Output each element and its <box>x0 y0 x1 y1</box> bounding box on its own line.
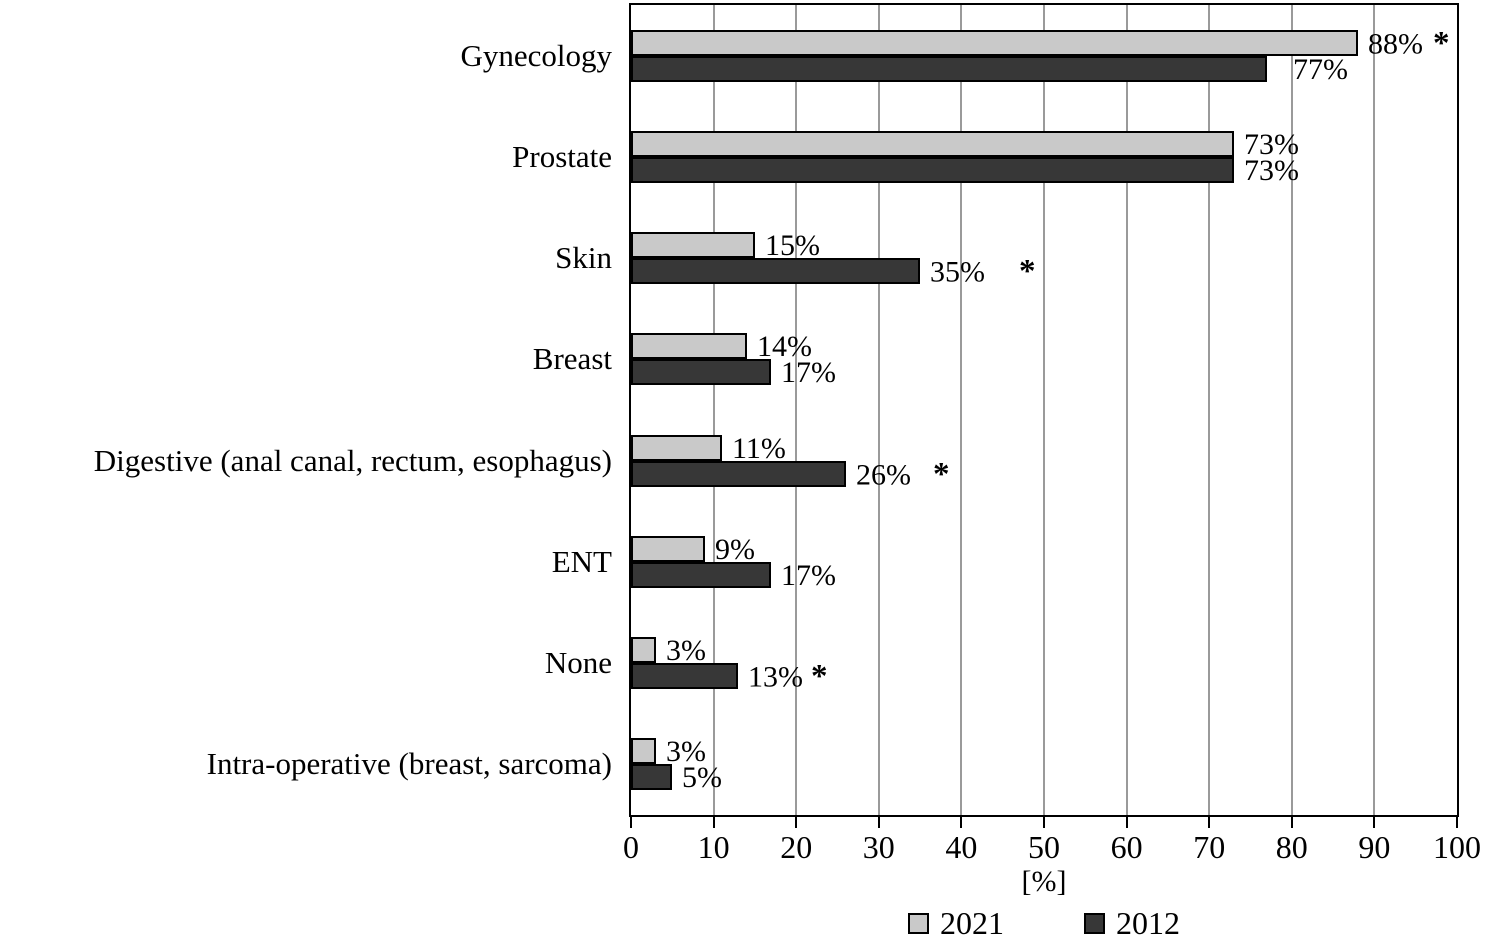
gridline-20 <box>795 5 798 815</box>
value-label-2021-breast: 14% <box>757 330 812 364</box>
x-tick-100 <box>1456 817 1458 828</box>
value-label-2012-ent: 17% <box>781 558 836 592</box>
x-tick-80 <box>1290 817 1293 828</box>
x-tick-70 <box>1208 817 1211 828</box>
gridline-50 <box>1043 5 1045 815</box>
value-label-2012-prostate: 73% <box>1244 153 1299 187</box>
gridline-40 <box>960 5 963 815</box>
x-tick-label-70: 70 <box>1193 829 1226 865</box>
x-tick-label-0: 0 <box>623 829 639 865</box>
x-tick-0 <box>630 817 632 828</box>
legend-label-2012: 2012 <box>1116 905 1180 941</box>
category-label-ent: ENT <box>551 543 612 579</box>
x-tick-30 <box>877 817 880 828</box>
x-tick-60 <box>1125 817 1128 828</box>
x-tick-10 <box>712 817 715 828</box>
category-label-digestive-anal-canal-rectum-esophagus: Digestive (anal canal, rectum, esophagus… <box>93 442 612 478</box>
significance-asterisk: * <box>811 658 828 695</box>
bar-2021-none <box>631 637 656 664</box>
legend-swatch-2021 <box>908 912 929 934</box>
x-tick-label-90: 90 <box>1358 829 1391 865</box>
x-tick-label-50: 50 <box>1028 829 1060 865</box>
gridline-10 <box>712 5 715 815</box>
category-label-gynecology: Gynecology <box>460 37 612 73</box>
bar-2021-gynecology <box>631 29 1358 56</box>
bar-2021-intra-operative-breast-sarcoma <box>631 738 656 765</box>
x-axis-title: [%] <box>1021 865 1067 898</box>
x-tick-40 <box>960 817 963 828</box>
x-tick-label-40: 40 <box>945 829 978 865</box>
category-label-intra-operative-breast-sarcoma: Intra-operative (breast, sarcoma) <box>206 746 612 782</box>
bar-2012-none <box>631 663 738 690</box>
value-label-2012-none: 13% * <box>748 658 828 695</box>
value-label-2012-breast: 17% <box>781 356 836 390</box>
x-tick-label-30: 30 <box>862 829 895 865</box>
bar-2021-prostate <box>631 130 1234 157</box>
x-tick-20 <box>795 817 798 828</box>
gridline-70 <box>1208 5 1211 815</box>
bar-2012-breast <box>631 359 771 386</box>
bar-2012-skin <box>631 258 920 285</box>
bar-2012-prostate <box>631 156 1234 183</box>
gridline-30 <box>877 5 880 815</box>
significance-asterisk: * <box>933 456 950 493</box>
value-label-2021-gynecology: 88% * <box>1368 25 1450 62</box>
value-label-2012-gynecology: 77% <box>1293 52 1348 86</box>
value-label-2012-skin: 35% * <box>930 253 1036 290</box>
x-tick-label-10: 10 <box>697 829 730 865</box>
plot-area: 88% * 77% 73% 73% 15% 35% * 14% 17% 11% 26% * 9% 17% 3%… <box>629 3 1459 817</box>
value-label-2021-digestive-anal-canal-rectum-esophagus: 11% <box>732 431 786 465</box>
x-tick-label-60: 60 <box>1110 829 1143 865</box>
value-label-2021-intra-operative-breast-sarcoma: 3% <box>666 735 706 769</box>
bar-2012-gynecology <box>631 55 1267 82</box>
legend-swatch-2012 <box>1084 912 1105 934</box>
legend-item-2012: 2012 <box>1084 907 1180 939</box>
bar-2021-ent <box>631 535 705 562</box>
x-tick-50 <box>1043 817 1045 828</box>
bar-2021-breast <box>631 333 747 360</box>
gridline-90 <box>1373 5 1376 815</box>
legend-item-2021: 2021 <box>908 907 1004 939</box>
x-tick-90 <box>1373 817 1376 828</box>
gridline-60 <box>1125 5 1128 815</box>
bar-2012-digestive-anal-canal-rectum-esophagus <box>631 460 846 487</box>
value-label-2021-none: 3% <box>666 634 706 668</box>
value-label-2021-prostate: 73% <box>1244 127 1299 161</box>
bar-2012-intra-operative-breast-sarcoma <box>631 764 672 791</box>
bar-2021-skin <box>631 232 755 259</box>
x-tick-label-100: 100 <box>1433 829 1481 865</box>
value-label-2021-ent: 9% <box>715 532 755 566</box>
bar-2012-ent <box>631 561 771 588</box>
significance-asterisk: * <box>1019 253 1036 290</box>
category-label-prostate: Prostate <box>512 138 612 174</box>
legend: 2021 2012 <box>629 907 1459 939</box>
category-label-none: None <box>544 645 612 681</box>
legend-label-2021: 2021 <box>940 905 1004 941</box>
value-label-2012-intra-operative-breast-sarcoma: 5% <box>682 761 722 795</box>
significance-asterisk: * <box>1433 25 1450 62</box>
value-label-2012-digestive-anal-canal-rectum-esophagus: 26% * <box>856 456 950 493</box>
x-tick-label-20: 20 <box>780 829 813 865</box>
category-label-skin: Skin <box>555 240 612 276</box>
gridline-80 <box>1290 5 1293 815</box>
category-label-breast: Breast <box>532 341 612 377</box>
value-label-2021-skin: 15% <box>765 229 820 263</box>
x-tick-label-80: 80 <box>1275 829 1308 865</box>
bar-2021-digestive-anal-canal-rectum-esophagus <box>631 434 722 461</box>
